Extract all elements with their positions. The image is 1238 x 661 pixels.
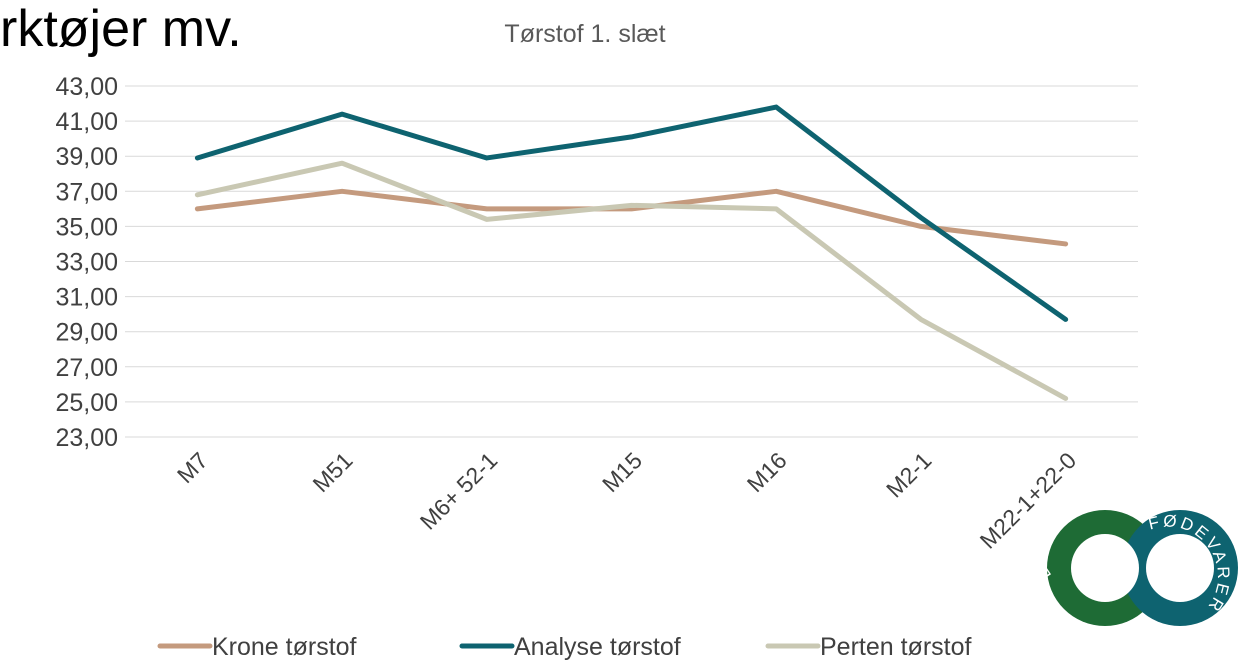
legend-label: Analyse tørstof [514, 633, 681, 661]
legend-label: Perten tørstof [820, 633, 971, 661]
x-tick-label: M7 [172, 447, 213, 488]
x-tick-label: M15 [597, 447, 647, 497]
y-tick-label: 31,00 [55, 284, 118, 312]
y-tick-label: 39,00 [55, 143, 118, 171]
x-tick-label: M2-1 [881, 447, 936, 502]
data-line [194, 188, 1069, 247]
logo-hole [1146, 534, 1214, 602]
y-tick-label: 27,00 [55, 354, 118, 382]
y-tick-label: 37,00 [55, 178, 118, 206]
slide-heading: rktøjer mv. [0, 0, 242, 58]
legend-label: Krone tørstof [212, 633, 357, 661]
logo-hole [1071, 534, 1139, 602]
data-line [194, 160, 1069, 401]
y-tick-label: 41,00 [55, 108, 118, 136]
x-tick-label: M16 [742, 447, 792, 497]
y-tick-label: 29,00 [55, 319, 118, 347]
y-tick-label: 23,00 [55, 424, 118, 452]
logo: LANDBRUG FØDEVARER [1025, 477, 1238, 626]
data-line [194, 104, 1069, 322]
y-tick-label: 25,00 [55, 389, 118, 417]
x-tick-label: M6+ 52-1 [415, 447, 503, 535]
y-tick-label: 43,00 [55, 73, 118, 101]
y-tick-label: 35,00 [55, 213, 118, 241]
y-tick-label: 33,00 [55, 249, 118, 277]
chart-title: Tørstof 1. slæt [504, 20, 665, 48]
x-tick-label: M51 [308, 447, 358, 497]
